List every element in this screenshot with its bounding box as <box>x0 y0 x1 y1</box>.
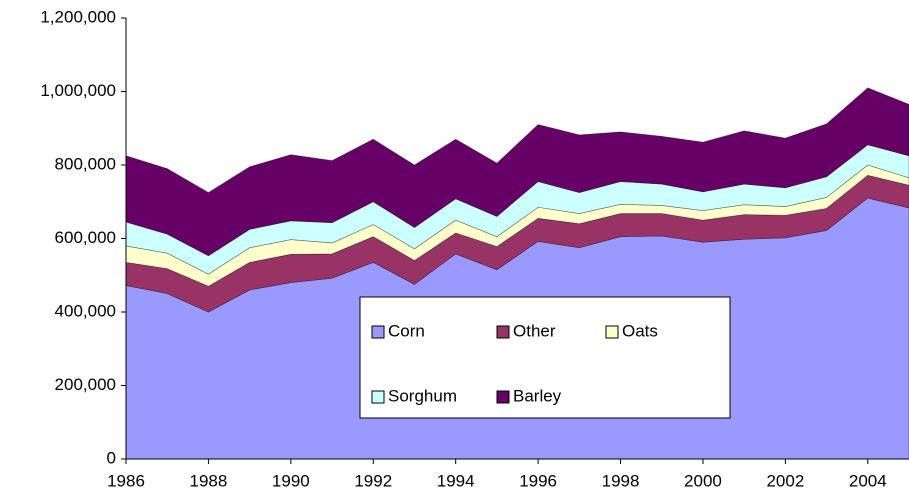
x-tick-label: 1986 <box>107 471 145 490</box>
y-tick-label: 1,000,000 <box>40 81 116 100</box>
legend-label: Corn <box>388 321 425 340</box>
x-tick-label: 2002 <box>766 471 804 490</box>
x-tick-label: 1988 <box>190 471 228 490</box>
y-tick-label: 600,000 <box>55 228 116 247</box>
legend-swatch <box>496 390 510 404</box>
x-tick-label: 1998 <box>602 471 640 490</box>
x-tick-label: 1996 <box>519 471 557 490</box>
legend-label: Other <box>513 321 556 340</box>
legend-swatch <box>496 325 510 339</box>
y-tick-label: 1,200,000 <box>40 7 116 26</box>
area <box>125 87 909 257</box>
legend-swatch <box>371 325 385 339</box>
legend-swatch <box>371 390 385 404</box>
y-tick-label: 800,000 <box>55 154 116 173</box>
y-tick-label: 0 <box>107 448 116 467</box>
legend-label: Sorghum <box>388 386 457 405</box>
legend-swatch <box>605 325 619 339</box>
legend: Corn Other Oats Sorghum Barley <box>359 296 731 419</box>
y-tick-label: 200,000 <box>55 375 116 394</box>
x-tick-label: 2004 <box>849 471 887 490</box>
x-tick-label: 1990 <box>272 471 310 490</box>
x-tick-label: 1994 <box>437 471 475 490</box>
x-tick-label: 1992 <box>354 471 392 490</box>
legend-label: Oats <box>622 321 658 340</box>
y-tick-label: 400,000 <box>55 301 116 320</box>
legend-box <box>359 296 731 419</box>
x-tick-label: 2000 <box>684 471 722 490</box>
legend-label: Barley <box>513 386 562 405</box>
